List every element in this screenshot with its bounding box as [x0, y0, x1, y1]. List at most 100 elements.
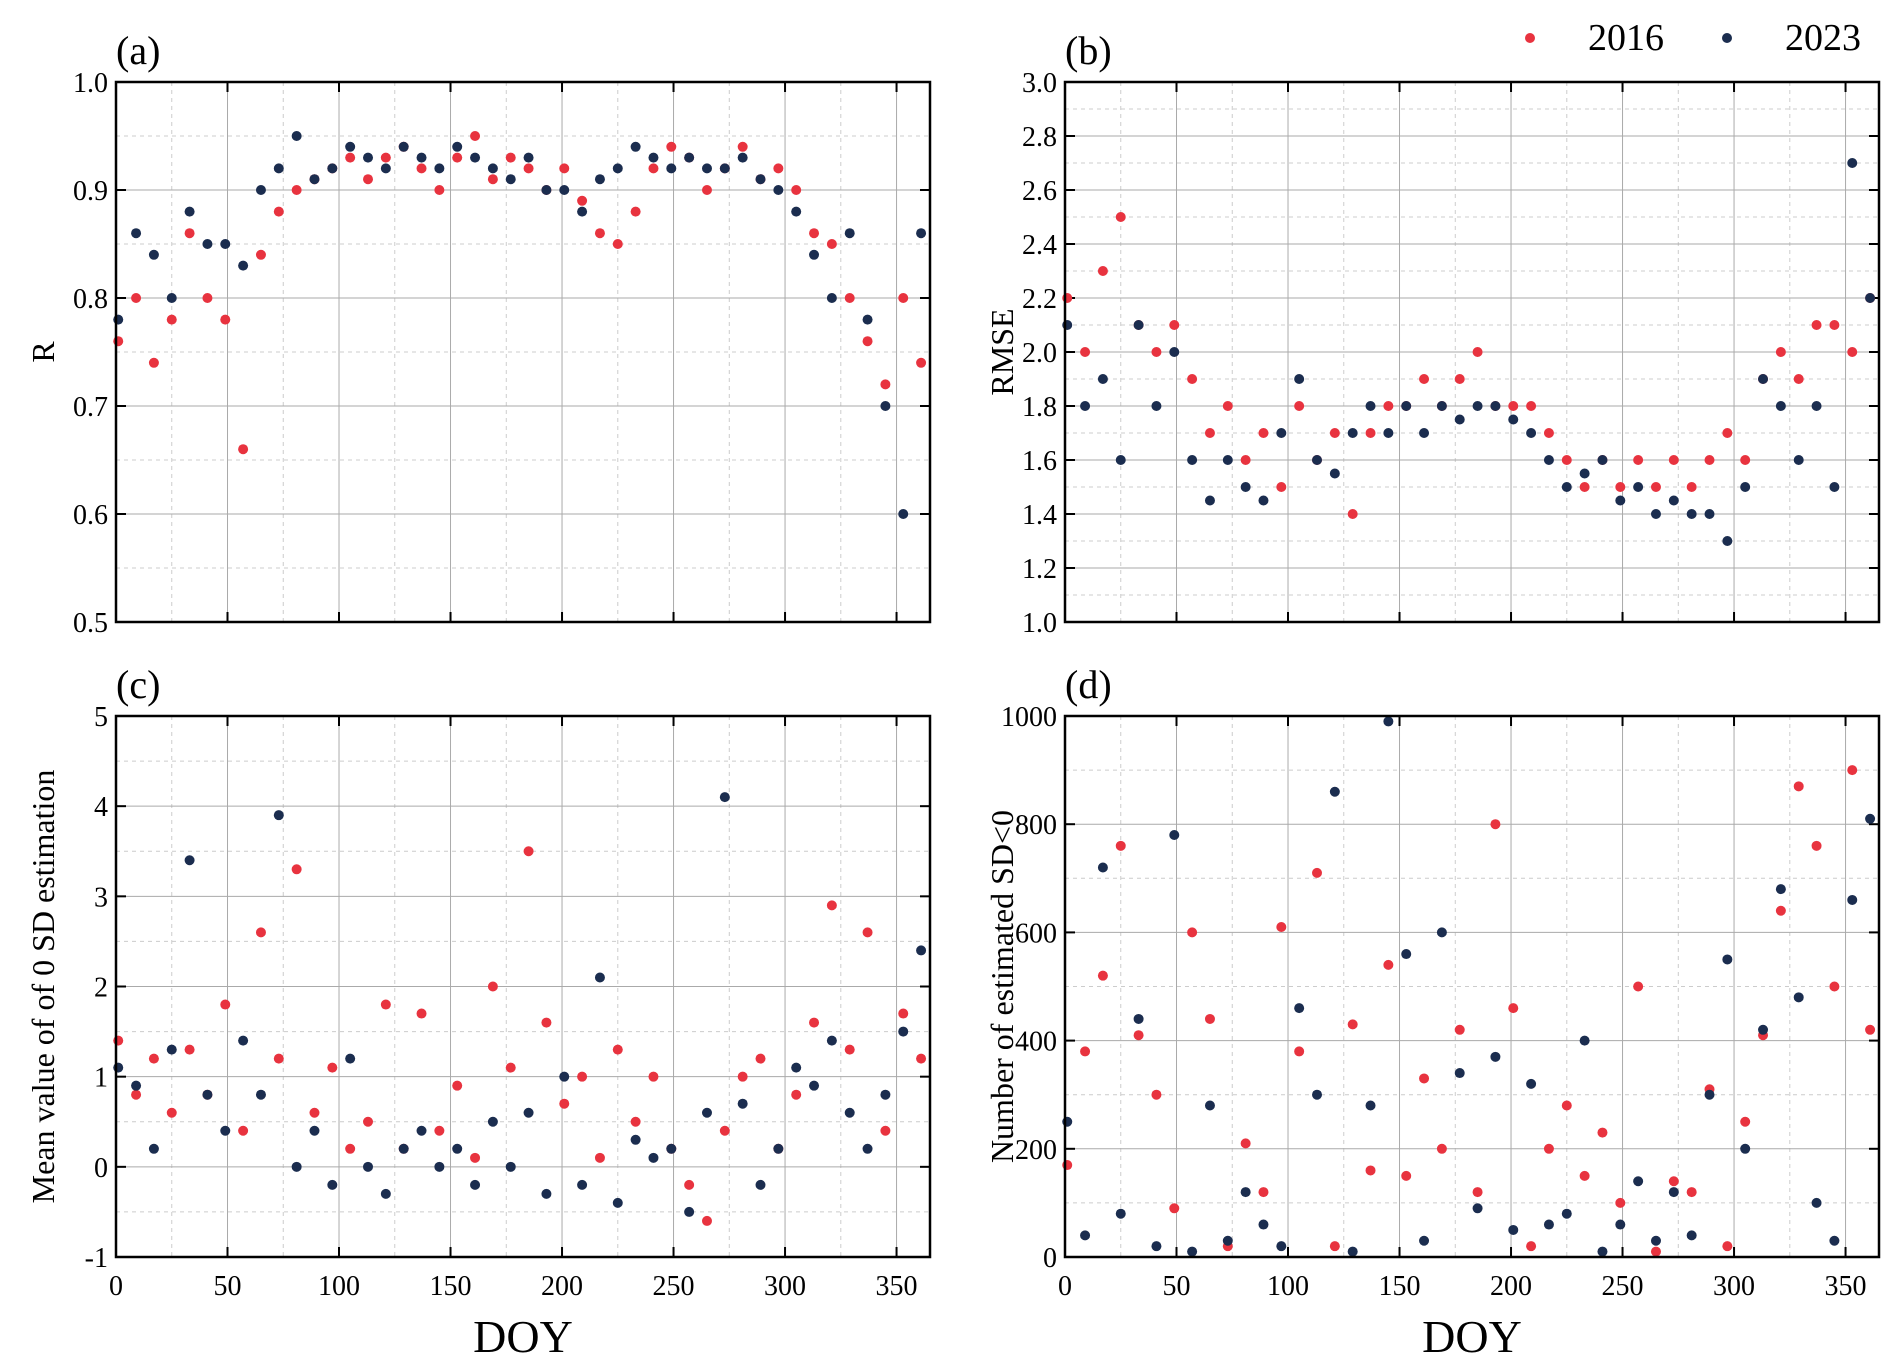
data-point-2023	[452, 1143, 463, 1154]
data-point-2023	[630, 141, 641, 152]
x-axis-label: DOY	[1422, 1311, 1522, 1362]
data-point-2016	[1829, 981, 1840, 992]
data-point-2023	[1204, 1100, 1215, 1111]
data-point-2023	[131, 1080, 142, 1091]
panel-b: 1.0 1.2 1.4 1.6 1.8 2.0 2.2 2.4 2.6 2.8 3.0 (b) RMSE	[984, 28, 1881, 639]
data-point-2023	[220, 239, 231, 249]
data-point-2023	[1365, 401, 1376, 411]
data-point-2023	[238, 1035, 249, 1046]
y-tick-label: 2.0	[1022, 338, 1057, 369]
data-point-2023	[1472, 1203, 1483, 1214]
data-point-2016	[1847, 347, 1858, 357]
y-tick-label: 1.0	[1022, 608, 1057, 639]
data-point-2016	[773, 163, 784, 174]
data-point-2023	[1454, 1068, 1465, 1079]
data-point-2023	[1419, 428, 1430, 438]
data-point-2023	[113, 314, 124, 325]
data-point-2023	[416, 152, 427, 163]
data-point-2023	[1704, 1089, 1715, 1100]
data-point-2023	[1080, 1230, 1091, 1241]
data-point-2023	[612, 163, 623, 174]
data-point-2023	[202, 1089, 213, 1100]
data-point-2016	[1454, 1024, 1465, 1035]
x-tick-label: 250	[653, 1271, 695, 1302]
data-point-2023	[523, 1107, 534, 1118]
y-tick-label: 0.6	[73, 500, 108, 531]
data-point-2016	[594, 1152, 605, 1163]
data-point-2023	[1097, 374, 1108, 384]
data-point-2023	[1633, 1176, 1644, 1187]
data-point-2023	[327, 163, 338, 174]
data-point-2016	[380, 999, 391, 1010]
data-point-2023	[773, 1143, 784, 1154]
data-point-2023	[363, 1161, 374, 1172]
data-point-2023	[291, 1161, 302, 1172]
data-point-2023	[1115, 1208, 1126, 1219]
data-point-2023	[1472, 401, 1483, 411]
data-point-2023	[470, 1179, 481, 1190]
data-point-2023	[1401, 401, 1412, 411]
data-point-2016	[291, 864, 302, 875]
data-point-2016	[1062, 1160, 1073, 1171]
data-point-2016	[238, 1125, 249, 1136]
y-axis-label: R	[25, 341, 61, 363]
data-point-2016	[1347, 1019, 1358, 1030]
data-point-2016	[131, 293, 142, 303]
data-point-2016	[1668, 1176, 1679, 1187]
data-point-2023	[826, 1035, 837, 1046]
data-point-2023	[380, 1188, 391, 1199]
data-point-2016	[1561, 455, 1572, 465]
data-point-2023	[1436, 927, 1447, 938]
legend-label-2023: 2023	[1785, 17, 1861, 59]
data-point-2016	[1686, 1187, 1697, 1198]
data-point-2023	[184, 855, 195, 866]
data-point-2016	[1793, 781, 1804, 792]
data-point-2023	[1329, 786, 1340, 797]
data-point-2023	[1811, 401, 1822, 411]
data-point-2023	[1561, 482, 1572, 492]
data-point-2023	[1151, 401, 1162, 411]
data-point-2023	[202, 239, 213, 249]
x-axis-label: DOY	[473, 1311, 573, 1362]
data-point-2016	[1633, 981, 1644, 992]
data-point-2023	[1383, 716, 1394, 727]
data-point-2016	[1811, 840, 1822, 851]
data-point-2023	[148, 249, 159, 260]
data-point-2023	[113, 1062, 124, 1073]
data-point-2023	[434, 163, 445, 174]
data-point-2023	[809, 1080, 820, 1091]
data-point-2023	[505, 174, 516, 185]
data-point-2023	[1187, 455, 1198, 465]
data-point-2023	[1650, 1235, 1661, 1246]
data-point-2023	[345, 141, 356, 152]
data-point-2016	[327, 1062, 338, 1073]
data-point-2023	[1169, 347, 1180, 357]
data-point-2016	[1383, 959, 1394, 970]
data-point-2023	[1597, 1246, 1608, 1257]
data-point-2016	[273, 206, 284, 217]
data-point-2016	[523, 163, 534, 174]
x-tick-label: 150	[430, 1271, 472, 1302]
data-point-2016	[862, 336, 873, 347]
y-axis-label: Mean value of of 0 SD estimation	[25, 770, 61, 1204]
y-axis-label: RMSE	[984, 308, 1020, 395]
data-point-2023	[1686, 1230, 1697, 1241]
plot-frame	[114, 80, 932, 624]
data-point-2023	[1454, 414, 1465, 425]
data-point-2023	[898, 509, 909, 519]
data-point-2023	[1650, 509, 1661, 519]
data-point-2016	[1329, 1241, 1340, 1252]
plot-frame	[1063, 714, 1881, 1259]
data-point-2023	[755, 1179, 766, 1190]
data-point-2016	[1526, 401, 1537, 411]
x-tick-label: 0	[1058, 1271, 1072, 1302]
data-point-2023	[1436, 401, 1447, 411]
data-point-2016	[148, 357, 159, 368]
data-point-2023	[1187, 1246, 1198, 1257]
data-point-2016	[559, 163, 570, 174]
data-point-2023	[684, 1206, 695, 1217]
data-point-2023	[719, 163, 730, 174]
data-point-2023	[1543, 455, 1554, 465]
x-tick-label: 300	[764, 1271, 806, 1302]
